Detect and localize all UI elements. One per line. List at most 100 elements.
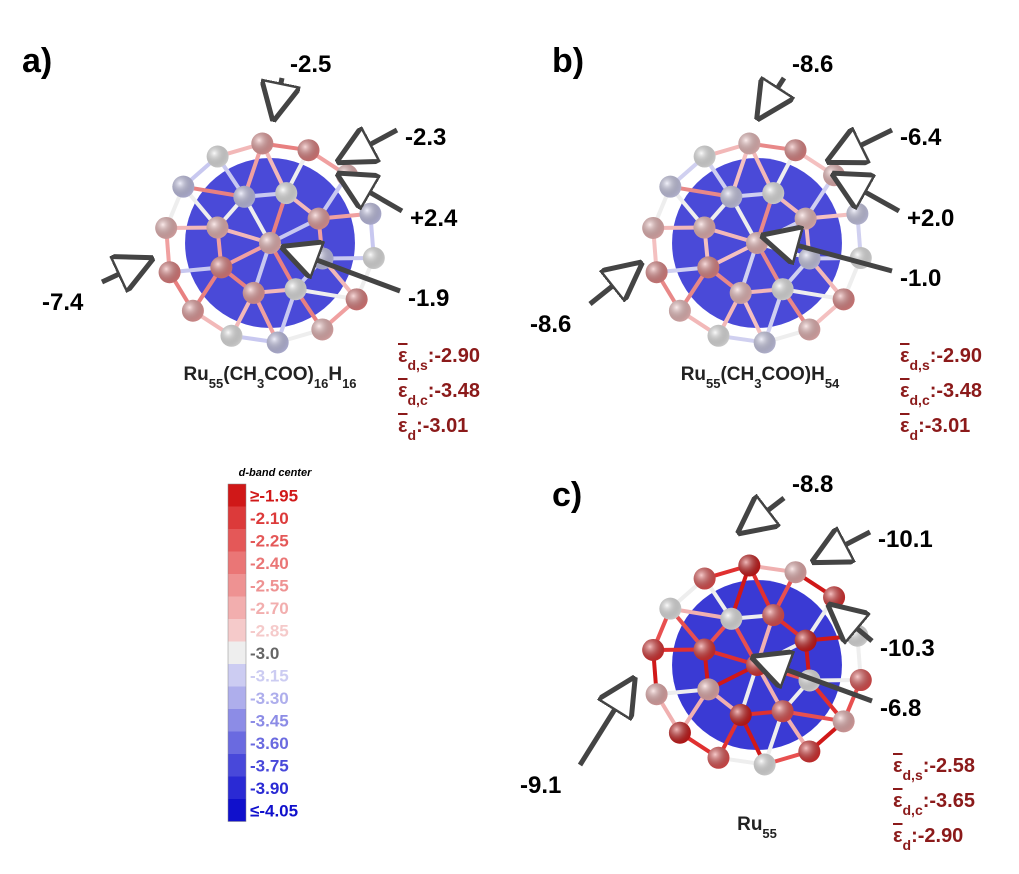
formula-part: 54 [825,376,840,391]
colorbar-swatch [228,507,246,530]
colorbar-label: -2.25 [250,531,289,550]
formula-part: 55 [209,376,223,391]
colorbar-label: -3.30 [250,689,289,708]
colorbar-label: -3.75 [250,756,289,775]
atom-shade [207,146,229,168]
atom-shade [693,217,715,239]
colorbar-swatch [228,664,246,687]
energy-symbol: ε [893,755,903,777]
energy-sub: d,s [903,767,923,783]
site-value: -9.1 [520,772,561,799]
colorbar-swatch [228,799,246,822]
site-value: -2.3 [405,124,446,151]
atom-shade [730,704,752,726]
energy-sub: d,c [408,392,428,408]
colorbar-swatch [228,754,246,777]
atom-shade [823,164,845,186]
energy-value: :-3.01 [918,415,970,437]
energy-value: :-2.58 [923,755,975,777]
atom-shade [720,186,742,208]
site-value: -6.4 [900,124,942,151]
site-value: -8.8 [792,471,833,498]
site-value: -7.4 [42,289,84,316]
atom-shade [251,133,273,155]
energy-symbol: ε [900,415,910,437]
atom-shade [233,186,255,208]
atom-shade [754,331,776,353]
atom-shade [155,217,177,239]
colorbar-swatch [228,732,246,755]
atom-shade [754,753,776,775]
colorbar-swatch [228,597,246,620]
colorbar-label: -3.45 [250,711,289,730]
atom-shade [220,325,242,347]
colorbar-label: -2.85 [250,621,289,640]
atom-shade [243,282,265,304]
colorbar-swatch [228,574,246,597]
atom-shade [669,722,691,744]
atom-shade [785,561,807,583]
energy-sub: d [408,427,417,443]
atom-shade [285,278,307,300]
atom-shade [646,261,668,283]
atom-shade [738,555,760,577]
site-value: -10.3 [880,635,935,662]
colorbar-label: -2.70 [250,599,289,618]
site-value: -1.9 [408,285,449,312]
energy-sub: d,s [408,357,428,373]
atom-shade [772,278,794,300]
atom-shade [850,669,872,691]
energy-symbol: ε [398,380,408,402]
atom-shade [795,208,817,230]
energy-value: :-2.90 [930,345,982,367]
atom-shade [311,318,333,340]
energy-symbol: ε [900,345,910,367]
atom-shade [833,710,855,732]
formula-part: 16 [314,376,328,391]
atom-shade [363,247,385,269]
atom-shade [730,282,752,304]
atom-shade [746,232,768,254]
atom-shade [308,208,330,230]
formula-part: COO)H [762,364,825,385]
atom-shade [823,586,845,608]
colorbar-swatch [228,709,246,732]
colorbar-label: -2.40 [250,554,289,573]
atom-shade [659,598,681,620]
formula-part: (CH [720,364,754,385]
site-value: -8.6 [792,51,833,78]
atom-shade [646,683,668,705]
colorbar-label: -3.90 [250,779,289,798]
formula-part: Ru [681,364,706,385]
atom-shade [707,325,729,347]
atom-shade [182,300,204,322]
atom-shade [833,288,855,310]
colorbar-label: -3.60 [250,734,289,753]
energy-symbol: ε [900,380,910,402]
colorbar-swatch [228,777,246,800]
site-value: +2.4 [410,205,458,232]
atom-shade [210,256,232,278]
colorbar-label: -2.55 [250,576,289,595]
atom-shade [697,256,719,278]
energy-value: :-2.90 [428,345,480,367]
colorbar-swatch [228,619,246,642]
atom-shade [798,318,820,340]
colorbar-label: -3.15 [250,666,289,685]
atom-shade [694,146,716,168]
atom-shade [172,176,194,198]
energy-value: :-3.01 [416,415,468,437]
energy-symbol: ε [398,415,408,437]
atom-shade [206,217,228,239]
atom-shade [762,182,784,204]
atom-shade [275,182,297,204]
colorbar-label: -3.0 [250,644,279,663]
atom-shade [267,331,289,353]
colorbar-swatch [228,642,246,665]
atom-shade [298,139,320,161]
energy-value: :-3.65 [923,790,975,812]
colorbar-swatch [228,484,246,507]
atom-shade [159,261,181,283]
